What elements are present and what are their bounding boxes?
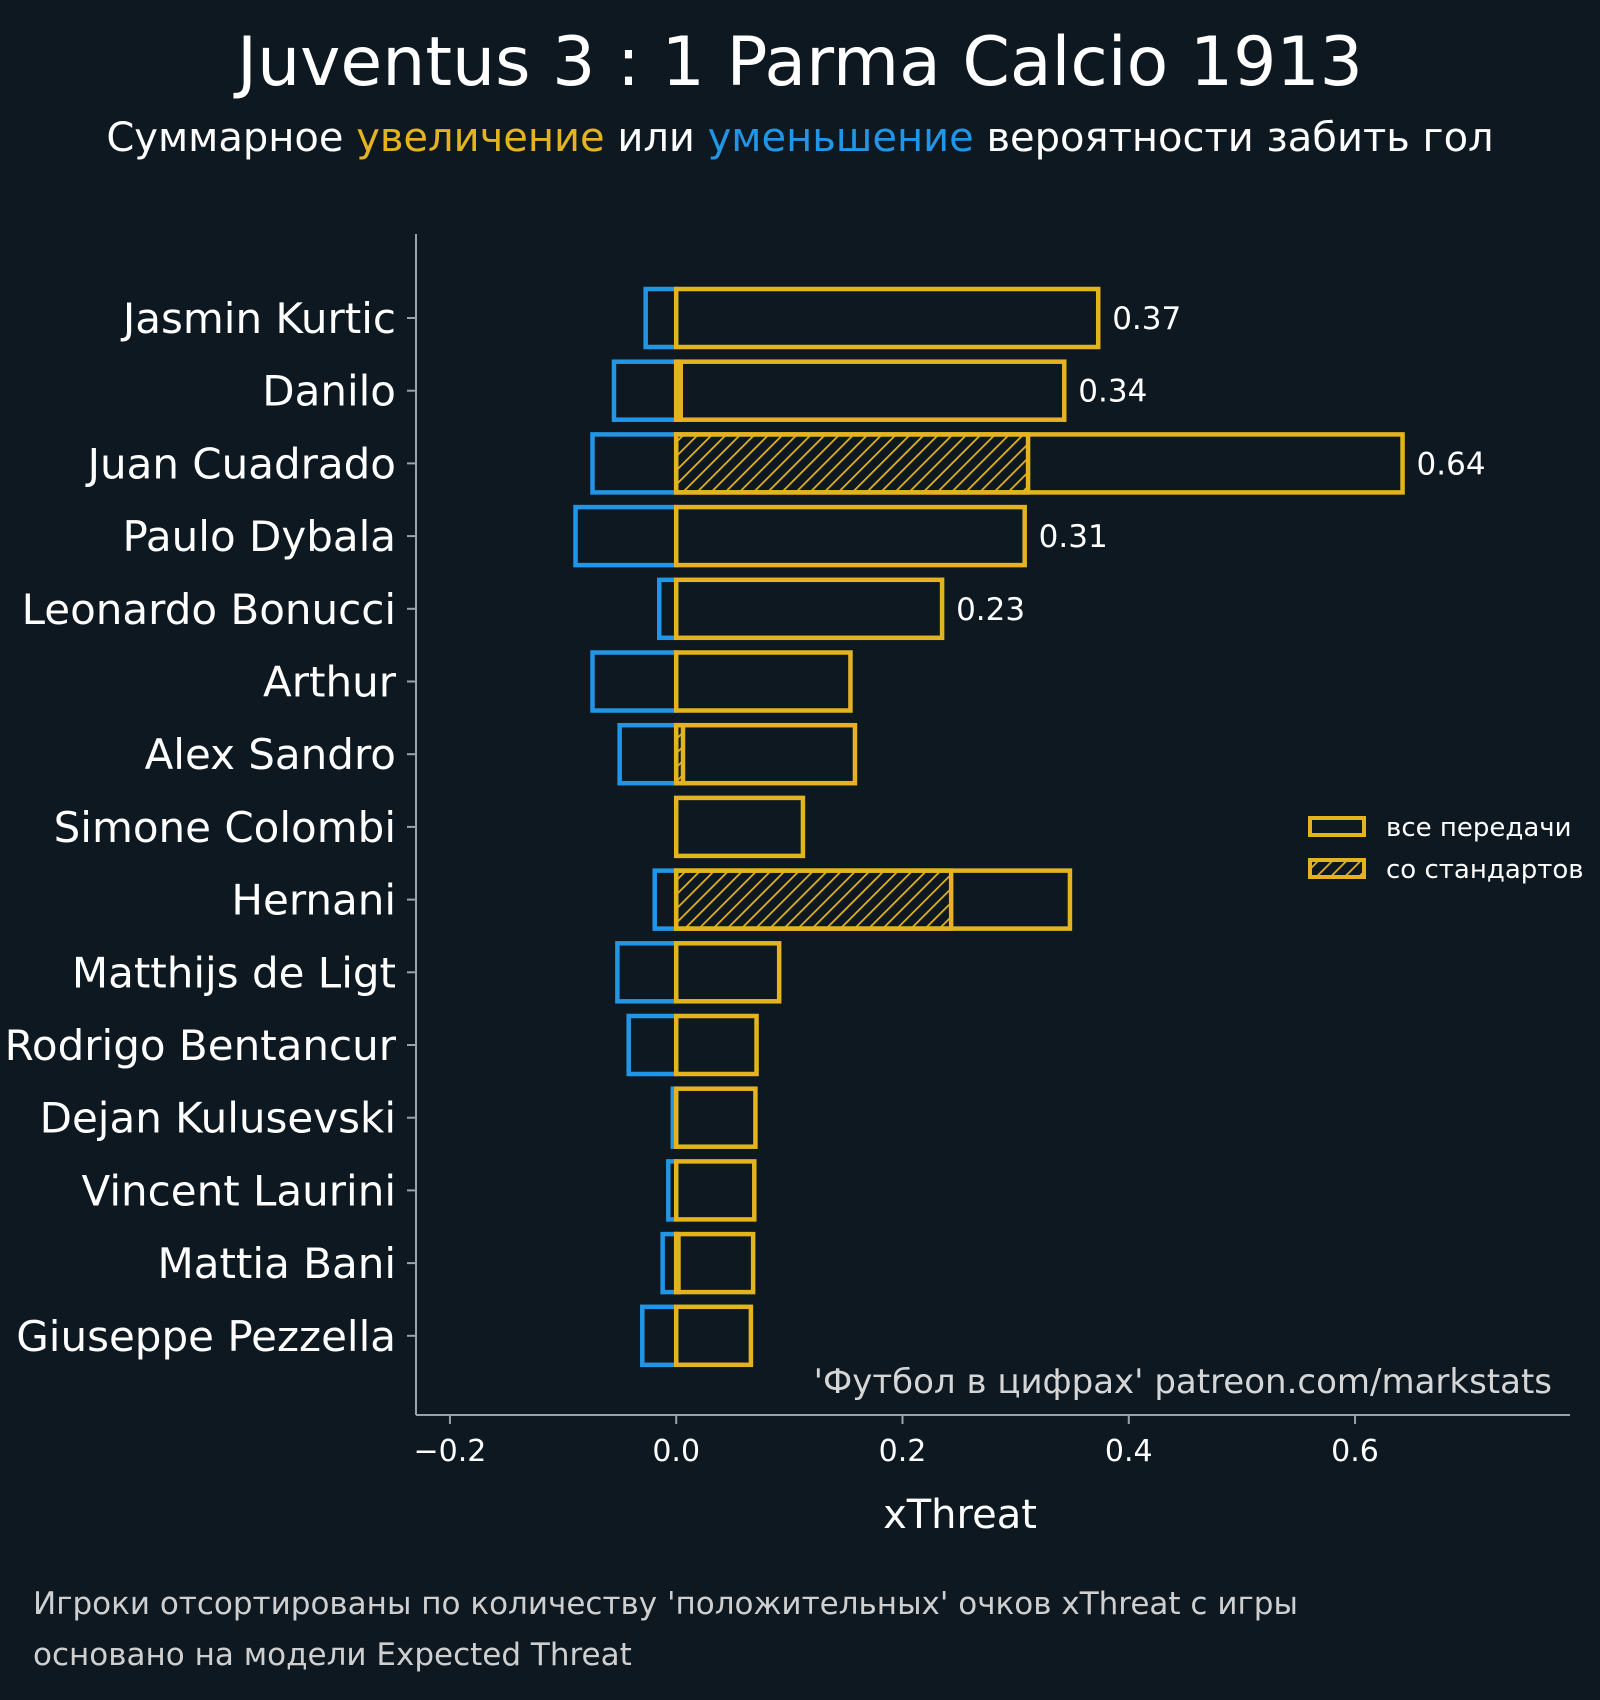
- bar-positive-giuseppe-pezzella: [673, 1304, 754, 1368]
- subtitle-prefix: Суммарное: [106, 115, 356, 161]
- x-axis: −0.2 0.0 0.2 0.4 0.6: [414, 1414, 1570, 1469]
- player-label-danilo: Danilo: [262, 367, 396, 416]
- bar-setpiece-juan-cuadrado: [673, 432, 1031, 495]
- value-label-jasmin-kurtic: 0.37: [1112, 301, 1181, 337]
- bar-negative-leonardo-bonucci: [656, 577, 679, 641]
- x-tick-label: 0.4: [1105, 1434, 1153, 1469]
- bar-negative-rodrigo-bentancur: [626, 1013, 679, 1077]
- bar-positive-rodrigo-bentancur: [673, 1013, 759, 1077]
- x-tick-label: 0.6: [1331, 1434, 1379, 1469]
- player-label-juan-cuadrado: Juan Cuadrado: [85, 439, 396, 488]
- player-label-hernani: Hernani: [231, 876, 396, 925]
- bar-positive-alex-sandro: [673, 722, 858, 786]
- player-label-jasmin-kurtic: Jasmin Kurtic: [120, 294, 396, 343]
- x-tick-label: 0.2: [879, 1434, 927, 1469]
- value-label-leonardo-bonucci: 0.23: [956, 592, 1025, 628]
- legend-label-set-pieces: со стандартов: [1386, 855, 1584, 885]
- bar-positive-leonardo-bonucci: [673, 577, 945, 641]
- subtitle-increase: увеличение: [356, 115, 604, 161]
- x-tick-label: 0.0: [652, 1434, 700, 1469]
- player-label-alex-sandro: Alex Sandro: [145, 730, 396, 779]
- chart-title: Juventus 3 : 1 Parma Calcio 1913: [233, 23, 1363, 102]
- chart-subtitle: Суммарное увеличение или уменьшение веро…: [106, 115, 1493, 161]
- player-label-mattia-bani: Mattia Bani: [157, 1239, 396, 1288]
- footer-note-line-2: основано на модели Expected Threat: [33, 1637, 632, 1673]
- legend: все передачи со стандартов: [1308, 813, 1584, 885]
- watermark: 'Футбол в цифрах' patreon.com/markstats: [814, 1362, 1552, 1402]
- bar-setpiece-hernani: [673, 868, 954, 931]
- player-label-arthur: Arthur: [263, 658, 397, 707]
- bar-negative-arthur: [590, 650, 679, 713]
- bar-negative-jasmin-kurtic: [643, 286, 679, 350]
- bar-positive-paulo-dybala: [673, 504, 1027, 568]
- bar-positive-hernani: [673, 868, 1073, 931]
- bar-positive-jasmin-kurtic: [673, 286, 1101, 350]
- y-axis: Jasmin Kurtic Danilo Juan Cuadrado Paulo Dy…: [5, 234, 417, 1415]
- bars-layer: 0.37 0.34 0.64 0.31 0.23: [573, 286, 1486, 1368]
- x-axis-label: xThreat: [883, 1492, 1037, 1538]
- bar-negative-paulo-dybala: [573, 504, 679, 568]
- x-tick-label: −0.2: [414, 1434, 487, 1469]
- bar-positive-simone-colombi: [673, 795, 806, 859]
- bar-positive-mattia-bani: [673, 1231, 756, 1295]
- player-label-paulo-dybala: Paulo Dybala: [122, 512, 396, 561]
- subtitle-suffix: вероятности забить гол: [974, 115, 1494, 161]
- player-label-leonardo-bonucci: Leonardo Bonucci: [22, 585, 396, 634]
- bar-negative-juan-cuadrado: [590, 432, 679, 495]
- legend-swatch-set-pieces: [1308, 858, 1366, 879]
- player-label-giuseppe-pezzella: Giuseppe Pezzella: [16, 1312, 396, 1361]
- bar-negative-giuseppe-pezzella: [640, 1304, 679, 1368]
- legend-swatch-all-passes: [1308, 816, 1366, 837]
- bar-negative-alex-sandro: [617, 722, 679, 786]
- bar-positive-danilo: [673, 359, 1067, 422]
- bar-positive-arthur: [673, 650, 853, 713]
- bar-negative-hernani: [652, 868, 679, 931]
- bar-positive-juan-cuadrado: [673, 432, 1405, 495]
- player-label-dejan-kulusevski: Dejan Kulusevski: [40, 1094, 396, 1143]
- player-label-simone-colombi: Simone Colombi: [54, 803, 396, 852]
- bar-positive-matthijs-de-ligt: [673, 941, 782, 1004]
- bar-negative-danilo: [611, 359, 679, 422]
- bar-positive-vincent-laurini: [673, 1159, 757, 1222]
- value-label-juan-cuadrado: 0.64: [1417, 446, 1486, 482]
- player-label-rodrigo-bentancur: Rodrigo Bentancur: [5, 1021, 397, 1070]
- footer-note-line-1: Игроки отсортированы по количеству 'поло…: [33, 1586, 1298, 1622]
- bar-positive-dejan-kulusevski: [673, 1086, 758, 1149]
- player-label-vincent-laurini: Vincent Laurini: [82, 1166, 396, 1215]
- value-label-paulo-dybala: 0.31: [1039, 519, 1108, 555]
- bar-negative-matthijs-de-ligt: [615, 941, 679, 1004]
- legend-label-all-passes: все передачи: [1386, 813, 1572, 843]
- value-label-danilo: 0.34: [1078, 374, 1147, 410]
- subtitle-decrease: уменьшение: [708, 115, 974, 161]
- player-label-matthijs-de-ligt: Matthijs de Ligt: [72, 948, 396, 997]
- subtitle-middle: или: [605, 115, 708, 161]
